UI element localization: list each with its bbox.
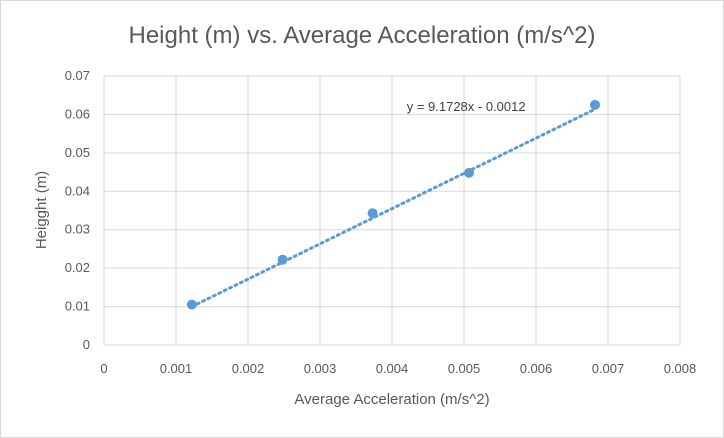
- x-tick-label: 0.002: [232, 361, 265, 376]
- x-tick-label: 0.001: [160, 361, 193, 376]
- chart-title: Height (m) vs. Average Acceleration (m/s…: [129, 22, 596, 49]
- x-tick-label: 0.004: [376, 361, 409, 376]
- data-point: [590, 99, 601, 110]
- data-point: [367, 208, 378, 219]
- y-tick-label: 0.07: [65, 68, 90, 83]
- x-tick-label: 0.003: [304, 361, 337, 376]
- y-tick-label: 0.02: [65, 260, 90, 275]
- x-tick-labels: 0 0.001 0.002 0.003 0.004 0.005 0.006 0.007 0.00…: [100, 361, 696, 376]
- x-tick-label: 0.006: [520, 361, 553, 376]
- y-tick-labels: 0 0.01 0.02 0.03 0.04 0.05 0.06 0.07: [65, 68, 90, 352]
- data-point: [464, 167, 475, 178]
- x-tick-label: 0.008: [664, 361, 697, 376]
- y-axis-title: Heigght (m): [33, 171, 50, 249]
- y-tick-label: 0.04: [65, 183, 90, 198]
- y-tick-label: 0: [83, 337, 90, 352]
- x-tick-label: 0.007: [592, 361, 625, 376]
- trendline: [190, 107, 597, 309]
- y-tick-label: 0.03: [65, 222, 90, 237]
- x-tick-label: 0: [100, 361, 107, 376]
- x-axis-title: Average Acceleration (m/s^2): [294, 391, 489, 408]
- trendline-equation: y = 9.1728x - 0.0012: [407, 99, 526, 114]
- x-tick-label: 0.005: [448, 361, 481, 376]
- y-tick-label: 0.01: [65, 299, 90, 314]
- y-tick-label: 0.06: [65, 106, 90, 121]
- y-tick-label: 0.05: [65, 145, 90, 160]
- data-point: [277, 254, 288, 265]
- data-points: [186, 99, 601, 310]
- data-point: [186, 299, 197, 310]
